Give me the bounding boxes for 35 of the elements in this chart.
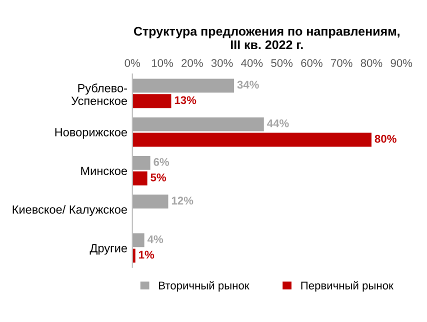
x-tick-label: 70% xyxy=(331,59,352,68)
y-tick-label: Другие xyxy=(90,244,127,255)
x-tick-label: 30% xyxy=(211,59,233,68)
data-label: 6% xyxy=(154,158,170,166)
y-tick-label: Минское xyxy=(81,166,127,176)
y-tick-label: Киевское/ Калужское xyxy=(12,205,127,216)
bar xyxy=(132,194,168,209)
data-label: 4% xyxy=(147,235,164,244)
bar xyxy=(132,94,172,108)
x-tick-label: 40% xyxy=(241,59,263,68)
x-tick-label: 10% xyxy=(152,59,173,68)
data-label: 80% xyxy=(374,134,396,143)
bar xyxy=(132,132,372,147)
bar xyxy=(132,117,264,132)
data-label: 13% xyxy=(174,96,196,104)
x-tick-label: 60% xyxy=(301,59,322,68)
y-tick-label: Рублево- Успенское xyxy=(71,84,127,106)
data-label: 12% xyxy=(172,196,194,205)
legend-label: Первичный рынок xyxy=(301,281,394,292)
bar xyxy=(132,171,148,186)
x-tick-label: 20% xyxy=(182,59,203,68)
y-tick-label: Новорижское xyxy=(55,128,127,139)
data-label: 5% xyxy=(150,174,166,182)
x-tick-label: 90% xyxy=(390,59,412,68)
x-tick-label: 50% xyxy=(271,59,293,68)
legend-label: Вторичный рынок xyxy=(159,281,250,292)
data-label: 1% xyxy=(139,250,154,259)
bar xyxy=(132,233,144,248)
x-tick-label: 80% xyxy=(360,59,382,68)
data-label: 34% xyxy=(237,80,259,89)
bar xyxy=(132,78,234,93)
data-label: 44% xyxy=(267,119,289,128)
x-tick-label: 0% xyxy=(124,59,140,68)
chart-title: Структура предложения по направлениям, III кв. 2022 г. xyxy=(134,26,400,50)
bar xyxy=(132,156,150,170)
